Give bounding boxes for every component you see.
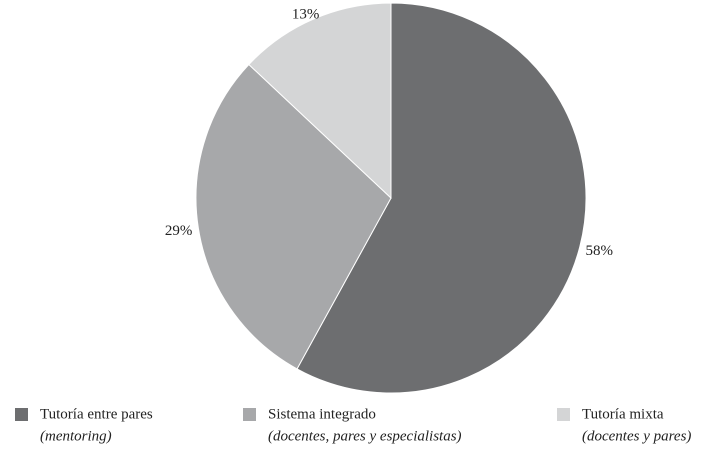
pie-slice (248, 2, 392, 200)
pie-slice (296, 2, 587, 394)
legend-label: Tutoría mixta (582, 406, 664, 422)
slice-label: 58% (585, 243, 613, 259)
legend-swatch (15, 408, 28, 421)
legend-detail: (mentoring) (40, 428, 112, 444)
legend-label: Sistema integrado (268, 406, 376, 422)
legend-detail: (docentes y pares) (582, 428, 691, 444)
pie-slice (195, 63, 392, 370)
legend-detail: (docentes, pares y especialistas) (268, 428, 462, 444)
slice-label: 29% (165, 223, 193, 239)
legend-swatch (557, 408, 570, 421)
legend-swatch (243, 408, 256, 421)
slice-label: 13% (292, 6, 320, 22)
legend-label: Tutoría entre pares (40, 406, 153, 422)
